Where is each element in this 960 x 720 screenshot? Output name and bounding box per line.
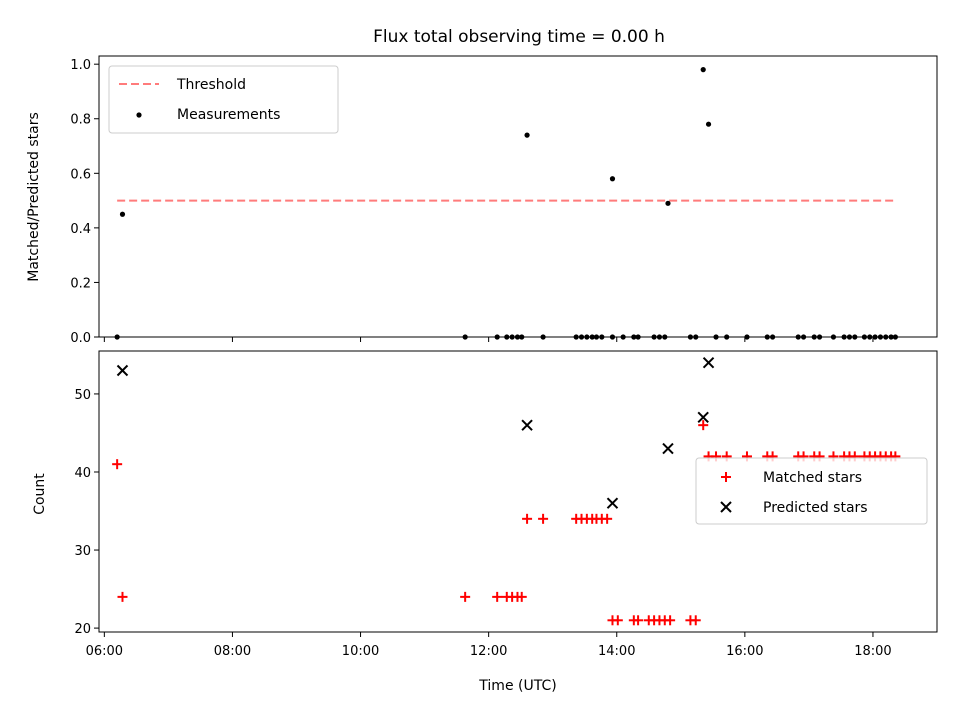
matched-star-point [117, 591, 128, 602]
matched-star-point [538, 513, 549, 524]
matched-star-point [698, 420, 709, 431]
legend-threshold-label: Threshold [176, 77, 246, 93]
bottom-y-axis-label: Count [32, 473, 48, 515]
bottom-x-tick-label: 08:00 [214, 644, 251, 659]
bottom-x-tick-label: 06:00 [86, 644, 123, 659]
measurement-point [700, 67, 706, 73]
top-marks [114, 67, 898, 340]
legend-predicted-marker [720, 501, 732, 513]
chart-title: Flux total observing time = 0.00 h [373, 27, 665, 47]
top-y-axis: 0.0 0.2 0.4 0.6 0.8 1.0 [70, 58, 99, 346]
bottom-x-axis: 06:00 08:00 10:00 12:00 14:00 16:00 18:00 [86, 632, 892, 659]
top-legend: Threshold Measurements [108, 65, 339, 134]
bottom-x-tick-label: 10:00 [342, 644, 379, 659]
bottom-legend: Matched stars Predicted stars [695, 457, 928, 525]
top-y-tick-label: 0.0 [70, 331, 91, 346]
bottom-y-tick-label: 40 [74, 466, 91, 481]
predicted-star-point [116, 364, 129, 377]
top-y-tick-label: 0.4 [70, 222, 91, 237]
predicted-star-point-b [702, 357, 715, 369]
legend-matched-marker [721, 472, 731, 482]
measurement-point [524, 132, 530, 138]
top-plot-frame [98, 55, 938, 338]
predicted-star-point [521, 419, 533, 431]
top-x-axis [103, 337, 874, 342]
top-panel: 0.0 0.2 0.4 0.6 0.8 1.0 Matched/Predicted sta… [26, 55, 938, 346]
matched-star-point [522, 513, 533, 524]
matched-star-point [633, 615, 644, 626]
matched-star-point [602, 513, 613, 524]
matched-star-point [460, 591, 471, 602]
legend-predicted-swatch [720, 501, 732, 513]
bottom-y-tick-label: 30 [74, 544, 91, 559]
x-axis-label: Time (UTC) [478, 678, 556, 694]
matched-star-point [690, 615, 701, 626]
matched-star-point [665, 615, 676, 626]
bottom-x-tick-label: 14:00 [598, 644, 635, 659]
bottom-y-axis: 20 30 40 50 [74, 388, 99, 637]
measurement-point [665, 200, 671, 206]
top-y-tick-label: 0.6 [70, 167, 91, 182]
predicted-star-point-b [606, 497, 619, 509]
legend-measurements-swatch [136, 112, 142, 118]
measurement-point [609, 176, 616, 182]
legend-predicted-marker-b [720, 501, 732, 513]
legend-predicted-label: Predicted stars [763, 500, 868, 516]
predicted-star-point [606, 497, 619, 509]
bottom-x-tick-label: 16:00 [726, 644, 763, 659]
predicted-star-point-b [662, 442, 674, 455]
matched-star-point [612, 615, 623, 626]
predicted-star-point [662, 442, 674, 455]
legend-matched-swatch [721, 472, 731, 482]
bottom-y-tick-label: 50 [74, 388, 91, 403]
predicted-star-point-b [521, 419, 533, 431]
predicted-star-point-b [697, 411, 709, 424]
matched-star-point [112, 459, 123, 470]
top-y-tick-label: 0.2 [70, 276, 91, 291]
bottom-legend-box [695, 457, 928, 525]
predicted-star-point [702, 357, 715, 369]
top-y-axis-label: Matched/Predicted stars [26, 112, 42, 282]
bottom-x-tick-label: 12:00 [470, 644, 507, 659]
predicted-star-point [697, 411, 709, 424]
bottom-x-tick-label: 18:00 [854, 644, 891, 659]
legend-matched-label: Matched stars [763, 470, 862, 486]
matched-star-point [492, 591, 503, 602]
measurement-point [119, 211, 126, 217]
bottom-plot-frame [98, 350, 938, 633]
predicted-star-point-b [116, 364, 129, 377]
legend-measurements-label: Measurements [177, 107, 280, 123]
top-legend-box [108, 65, 339, 134]
matched-star-point [516, 591, 527, 602]
top-y-tick-label: 0.8 [70, 113, 91, 128]
bottom-y-tick-label: 20 [74, 622, 91, 637]
bottom-marks [112, 357, 901, 626]
top-y-tick-label: 1.0 [70, 58, 91, 73]
measurement-point [705, 121, 712, 127]
bottom-panel: 20 30 40 50 06:00 08:00 10:00 12:00 14:00 16:00 1… [32, 350, 938, 694]
